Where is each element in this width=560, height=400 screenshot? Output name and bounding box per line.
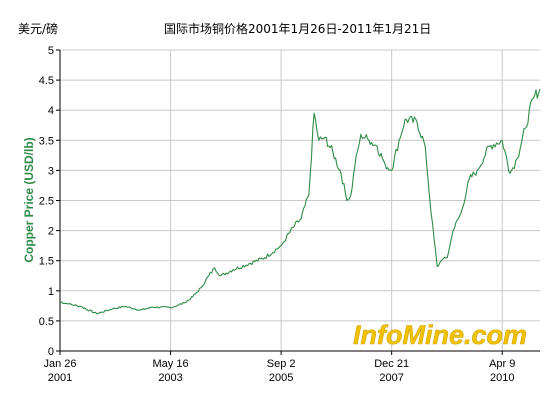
y-axis-ticks: 0 0.5 1 1.5 2 2.5 3 3.5 4 4.5 5 [39, 45, 60, 358]
unit-label: 美元/磅 [18, 22, 59, 36]
x-tick-year: 2001 [48, 372, 72, 384]
y-axis-label: Copper Price (USD/lb) [22, 137, 36, 262]
x-tick-year: 2007 [379, 372, 403, 384]
y-tick-label: 2.5 [39, 196, 54, 208]
y-tick-label: 2 [48, 226, 54, 238]
x-tick-year: 2010 [490, 372, 514, 384]
y-tick-label: 0.5 [39, 316, 54, 328]
y-tick-label: 5 [48, 45, 54, 57]
watermark-text: InfoMine.com [353, 320, 527, 350]
x-tick-year: 2003 [158, 372, 182, 384]
series-group [59, 88, 541, 315]
series-line [59, 88, 541, 315]
y-tick-label: 0 [48, 346, 54, 358]
y-tick-label: 1 [48, 286, 54, 298]
grid-lines [60, 49, 540, 351]
y-tick-label: 3.5 [39, 135, 54, 147]
x-tick-label: Dec 21 [374, 358, 409, 370]
x-tick-label: Apr 9 [489, 358, 515, 370]
y-tick-label: 4 [48, 105, 54, 117]
x-axis-ticks: Jan 26 2001 May 16 2003 Sep 2 2005 Dec 21 2007 A… [43, 351, 515, 384]
x-tick-label: Jan 26 [43, 358, 76, 370]
y-tick-label: 4.5 [39, 75, 54, 87]
x-tick-label: Sep 2 [267, 358, 296, 370]
y-tick-label: 3 [48, 165, 54, 177]
chart-title: 国际市场铜价格2001年1月26日-2011年1月21日 [164, 22, 432, 36]
x-tick-year: 2005 [269, 372, 293, 384]
x-tick-label: May 16 [153, 358, 189, 370]
y-tick-label: 1.5 [39, 256, 54, 268]
